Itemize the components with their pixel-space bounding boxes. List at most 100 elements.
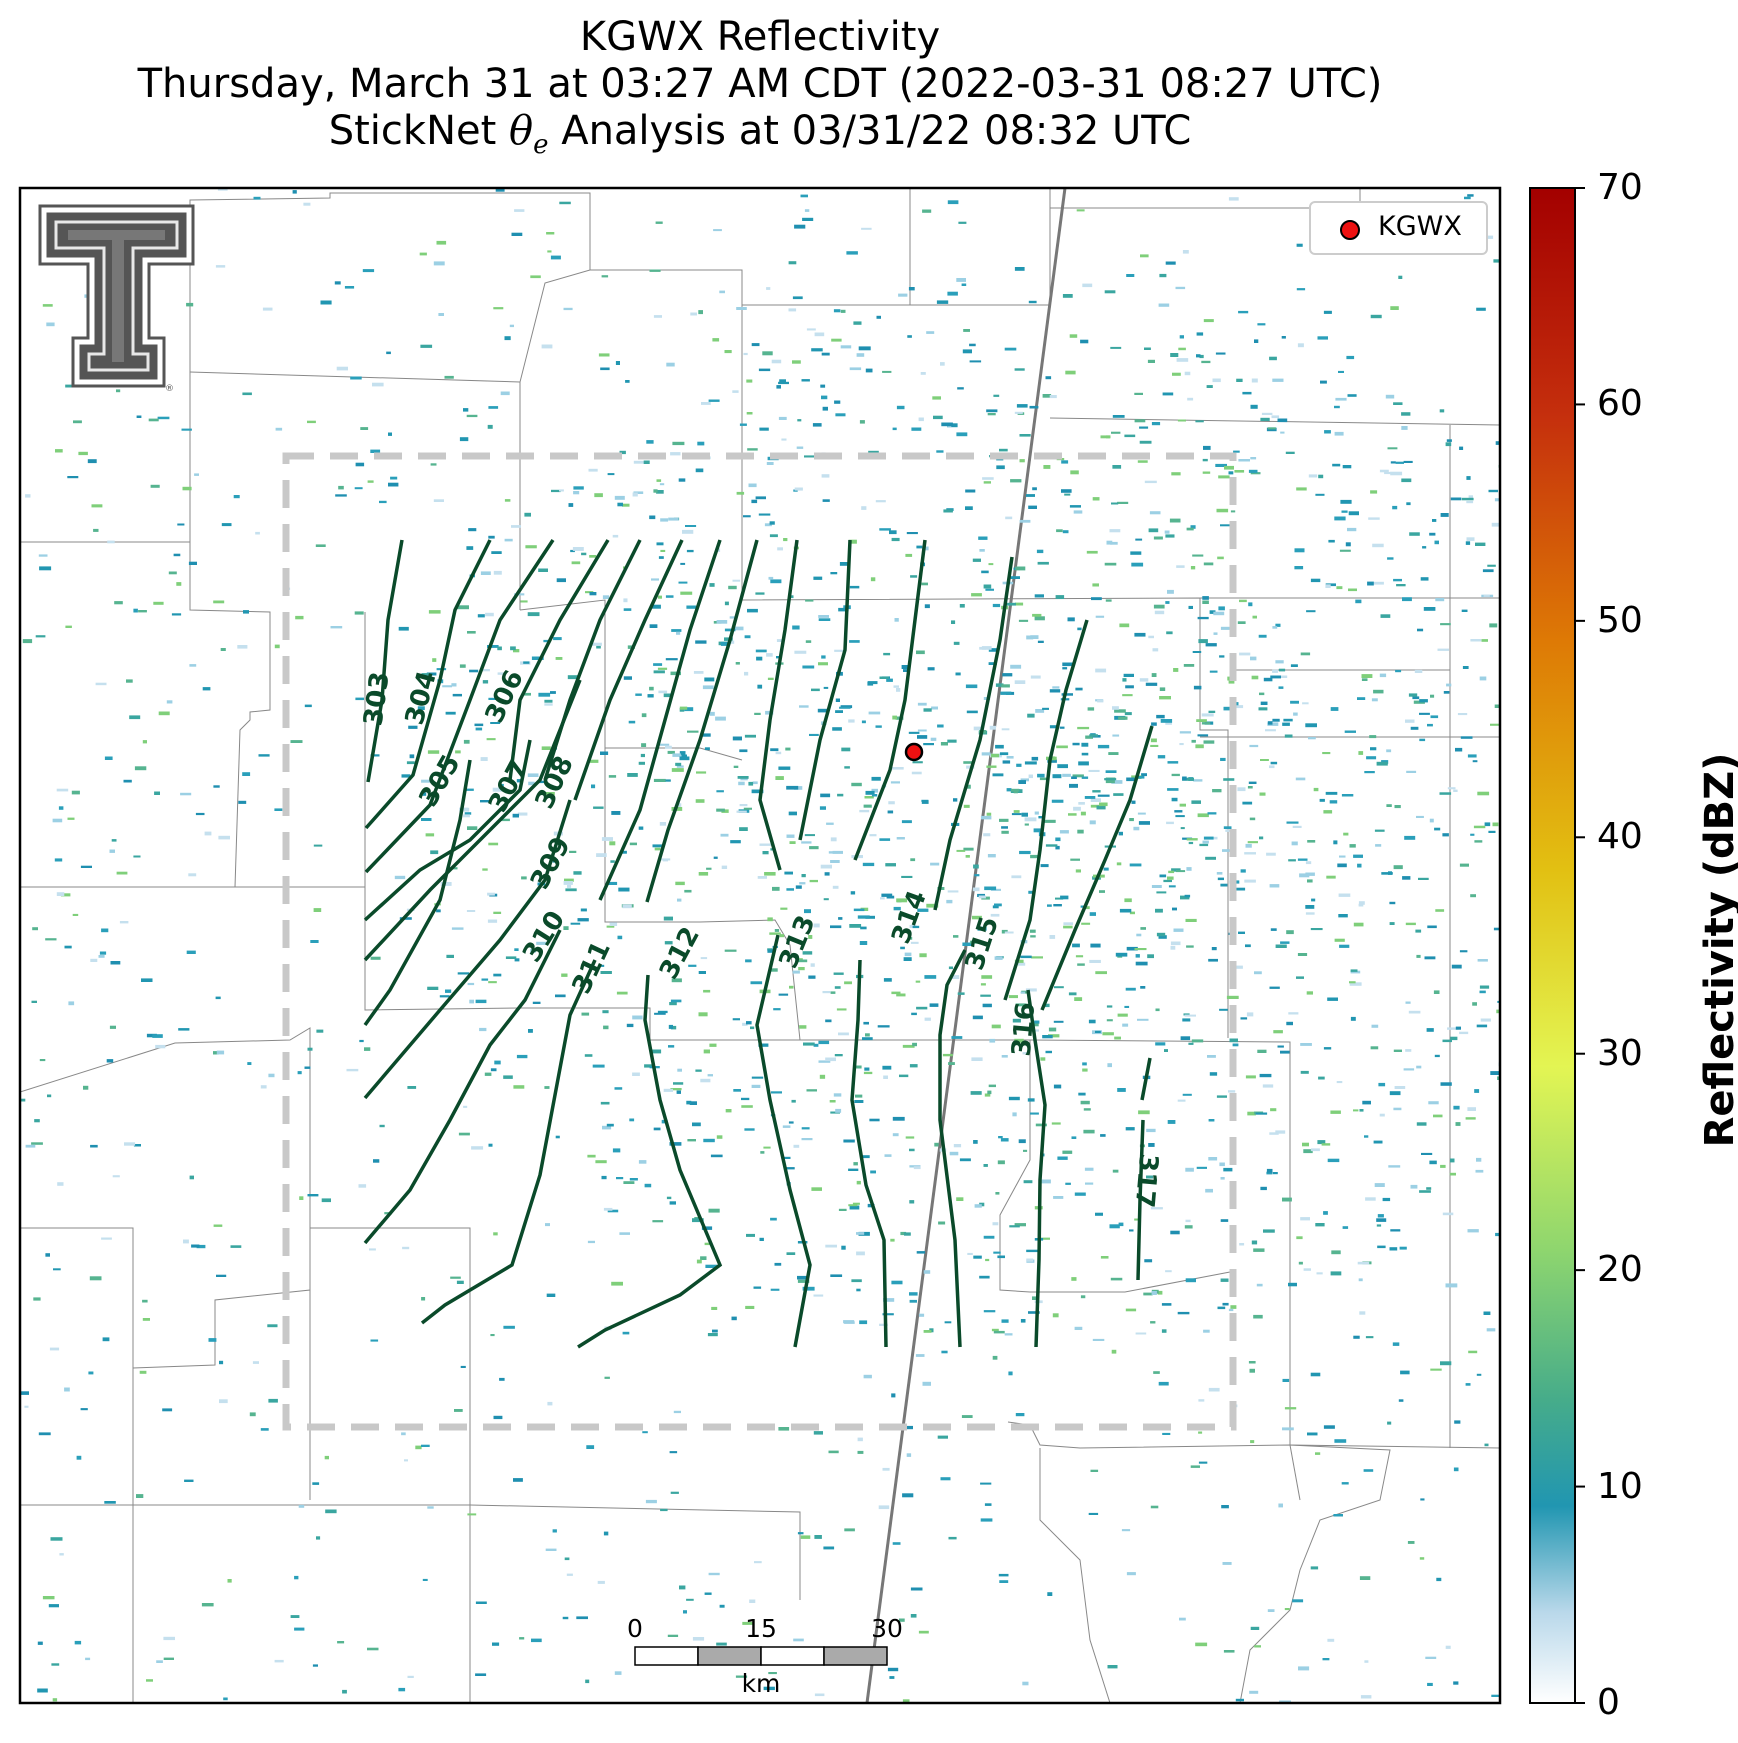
echo-pixel [1250,404,1258,409]
echo-pixel [679,756,690,761]
echo-pixel [763,1146,771,1149]
echo-pixel [1161,1303,1172,1306]
echo-pixel [38,1432,51,1436]
echo-pixel [918,1630,929,1634]
echo-pixel [1344,730,1356,733]
echo-pixel [915,980,921,983]
echo-pixel [878,1505,890,1510]
echo-pixel [1345,542,1351,547]
echo-pixel [974,874,980,877]
echo-pixel [359,1039,364,1043]
echo-pixel [1112,734,1120,737]
echo-pixel [675,762,682,766]
echo-pixel [701,1226,713,1230]
echo-pixel [1203,740,1215,744]
echo-pixel [186,950,196,954]
echo-pixel [921,582,928,586]
echo-pixel [752,781,758,785]
echo-pixel [1203,319,1214,323]
echo-pixel [268,1398,278,1403]
echo-pixel [1155,1042,1166,1046]
echo-pixel [1260,417,1270,421]
echo-pixel [1389,1091,1401,1096]
echo-pixel [1138,1110,1150,1115]
echo-pixel [810,963,815,967]
echo-pixel [1481,639,1488,642]
echo-pixel [927,667,935,671]
echo-pixel [467,1513,477,1516]
echo-pixel [1099,890,1105,893]
echo-pixel [981,752,991,756]
echo-pixel [1110,346,1122,349]
echo-pixel [1250,457,1257,460]
echo-pixel [1334,405,1340,409]
echo-pixel [292,190,297,194]
echo-pixel [421,792,427,796]
echo-pixel [1318,474,1324,479]
echo-pixel [593,806,604,809]
analysis-domain-box [282,452,1237,1431]
echo-pixel [1367,581,1374,586]
echo-pixel [313,908,322,912]
echo-pixel [1450,1036,1458,1041]
echo-pixel [601,275,609,278]
echo-pixel [849,640,860,643]
echo-pixel [891,1393,896,1398]
echo-pixel [1361,674,1373,678]
echo-pixel [892,715,897,720]
echo-pixel [799,705,809,708]
echo-pixel [1122,694,1133,697]
echo-pixel [861,720,866,724]
echo-pixel [1122,678,1127,682]
echo-pixel [1476,1373,1482,1376]
echo-pixel [402,1246,410,1250]
echo-pixel [865,1033,870,1037]
echo-pixel [754,712,761,715]
echo-pixel [884,1154,892,1157]
echo-pixel [919,953,927,958]
echo-pixel [768,1672,777,1675]
echo-pixel [488,1143,493,1147]
echo-pixel [826,822,834,825]
echo-pixel [669,1451,678,1454]
echo-pixel [1426,1187,1432,1190]
contour-line [850,959,888,1348]
echo-pixel [1027,1098,1035,1102]
echo-pixel [1271,415,1280,419]
echo-pixel [652,1220,664,1223]
echo-pixel [1390,461,1396,464]
echo-pixel [1401,412,1411,416]
echo-pixel [1294,548,1305,553]
echo-pixel [497,646,502,651]
echo-pixel [1310,1372,1321,1377]
echo-pixel [1327,997,1338,1001]
echo-pixel [820,793,831,798]
echo-pixel [1184,371,1191,376]
echo-pixel [1223,1167,1233,1172]
echo-pixel [1144,1259,1153,1263]
echo-pixel [1020,955,1032,959]
echo-pixel [832,727,842,731]
echo-pixel [482,868,488,871]
echo-pixel [940,742,948,746]
echo-pixel [514,209,525,212]
echo-pixel [666,1196,672,1200]
echo-pixel [917,729,927,732]
echo-pixel [758,513,771,516]
echo-pixel [1489,623,1498,628]
echo-pixel [208,1338,217,1342]
echo-pixel [1105,770,1117,773]
echo-pixel [1467,754,1477,758]
echo-pixel [603,1025,609,1030]
echo-pixel [1186,945,1194,948]
echo-pixel [1160,719,1173,723]
echo-pixel [1445,442,1452,447]
echo-pixel [1019,519,1031,523]
echo-pixel [76,1455,82,1460]
echo-pixel [1030,854,1040,859]
echo-pixel [834,986,841,989]
echo-pixel [731,1316,737,1321]
echo-pixel [682,529,694,534]
echo-pixel [1118,831,1123,836]
echo-pixel [1151,1291,1157,1295]
